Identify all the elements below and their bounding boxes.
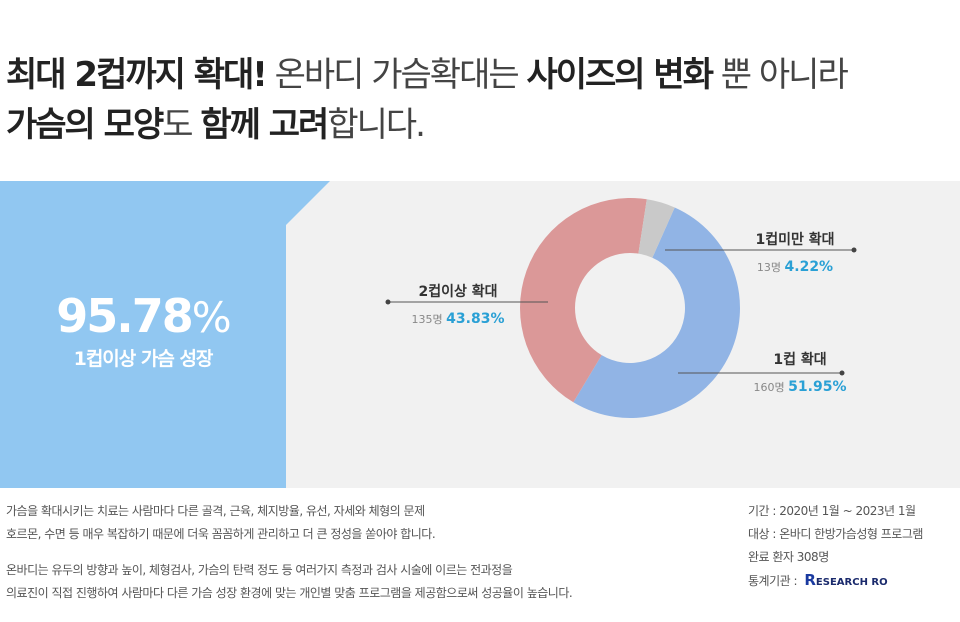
notes: 가슴을 확대시키는 치료는 사람마다 다른 골격, 근육, 체지방율, 유선, … <box>6 500 726 618</box>
meta-source: 통계기관 : RESEARCH RO <box>748 569 958 594</box>
stat-value: 95.78% <box>0 289 286 343</box>
meta-patients: 완료 환자 308명 <box>748 550 829 564</box>
headline-seg: 최대 2컵까지 확대! <box>6 55 268 95</box>
headline-line-1: 최대 2컵까지 확대! 온바디 가슴확대는 사이즈의 변화 뿐 아니라 <box>6 50 956 100</box>
leader-dot <box>851 247 857 253</box>
headline-seg: 온바디 가슴확대는 <box>265 55 527 95</box>
stat-number: 95.78 <box>56 289 194 343</box>
slice-percent: 43.83% <box>446 311 504 327</box>
headline-line-2: 가슴의 모양도 함께 고려합니다. <box>6 100 956 150</box>
logo-r: R <box>804 571 816 589</box>
donut-chart: 1컵 확대 160명 51.95% 2컵이상 확대 135명 43.83% 1컵미만 확… <box>385 197 857 419</box>
slice-percent: 51.95% <box>788 379 846 395</box>
stat-label: 1컵이상 가슴 성장 <box>73 348 214 370</box>
notes-line: 가슴을 확대시키는 치료는 사람마다 다른 골격, 근육, 체지방율, 유선, … <box>6 504 425 518</box>
meta-subject: 대상 : 온바디 한방가슴성형 프로그램 <box>748 527 923 541</box>
headline-seg: 가슴의 모양 <box>6 105 164 145</box>
slice-value-label: 160명 51.95% <box>754 379 847 395</box>
donut-slice <box>638 199 675 258</box>
slice-name-label: 2컵이상 확대 <box>418 283 497 300</box>
headline-seg: 합니다. <box>327 105 426 145</box>
notes-line: 의료진이 직접 진행하여 사람마다 다른 가슴 성장 환경에 맞는 개인별 맞춤… <box>6 586 573 600</box>
headline: 최대 2컵까지 확대! 온바디 가슴확대는 사이즈의 변화 뿐 아니라 가슴의 … <box>6 50 956 150</box>
notes-paragraph-2: 온바디는 유두의 방향과 높이, 체형검사, 가슴의 탄력 정도 등 여러가지 … <box>6 559 726 605</box>
slice-count: 13명 <box>757 261 785 274</box>
slice-percent: 4.22% <box>785 259 834 275</box>
notes-paragraph-1: 가슴을 확대시키는 치료는 사람마다 다른 골격, 근육, 체지방율, 유선, … <box>6 500 726 546</box>
stat-box <box>0 181 330 488</box>
headline-seg: 뿐 아니라 <box>712 55 849 95</box>
notes-line: 온바디는 유두의 방향과 높이, 체형검사, 가슴의 탄력 정도 등 여러가지 … <box>6 563 513 577</box>
headline-seg: 사이즈의 변화 <box>526 55 714 95</box>
slice-count: 135명 <box>412 313 447 326</box>
slice-name-label: 1컵미만 확대 <box>755 231 834 248</box>
leader-dot <box>839 370 845 376</box>
study-meta: 기간 : 2020년 1월 ~ 2023년 1월 대상 : 온바디 한방가슴성형… <box>748 500 958 594</box>
stat-unit: % <box>191 293 232 342</box>
donut-slice <box>519 197 647 403</box>
leader-dot <box>385 299 391 305</box>
research-ro-logo: RESEARCH RO <box>804 569 887 594</box>
meta-source-label: 통계기관 : <box>748 574 798 588</box>
slice-value-label: 13명 4.22% <box>757 259 833 275</box>
stat-box-shape <box>0 181 330 488</box>
slice-count: 160명 <box>754 381 789 394</box>
logo-text: ESEARCH RO <box>815 577 888 588</box>
headline-seg: 함께 고려 <box>200 105 329 145</box>
headline-seg: 도 <box>162 105 201 145</box>
meta-period: 기간 : 2020년 1월 ~ 2023년 1월 <box>748 504 916 518</box>
notes-line: 호르몬, 수면 등 매우 복잡하기 때문에 더욱 꼼꼼하게 관리하고 더 큰 정… <box>6 527 436 541</box>
slice-value-label: 135명 43.83% <box>412 311 505 327</box>
slice-name-label: 1컵 확대 <box>773 351 826 368</box>
donut-slice <box>573 207 741 419</box>
